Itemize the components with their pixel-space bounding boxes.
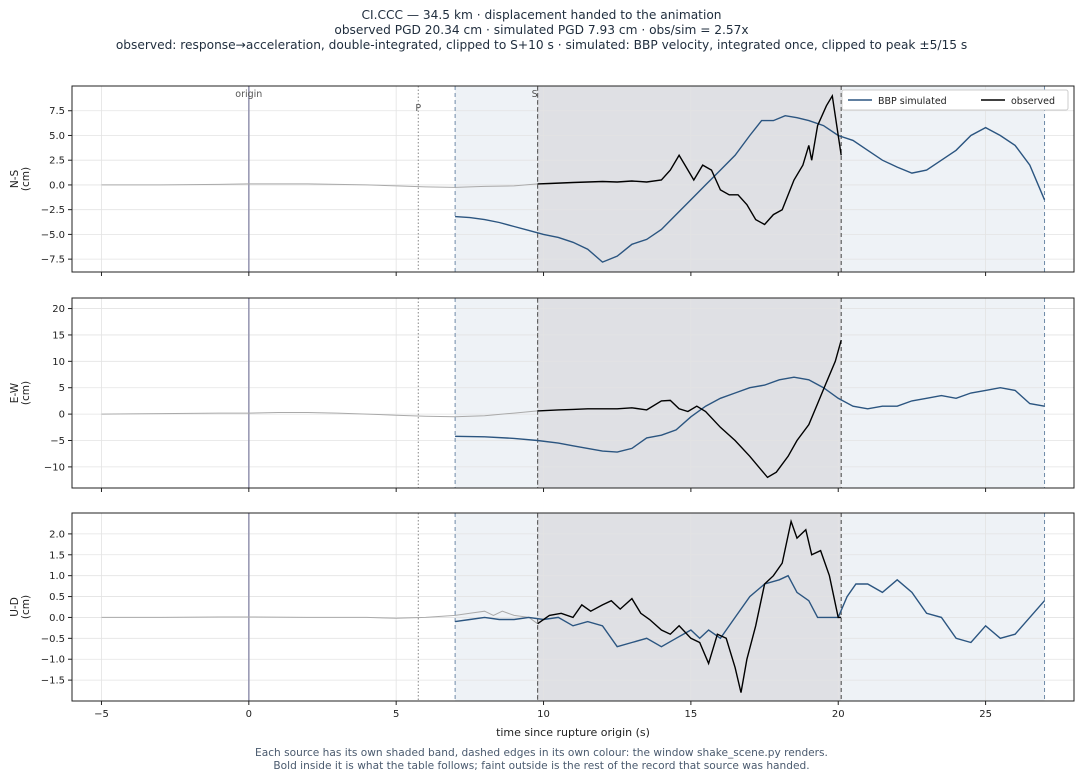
observed-line [537, 518, 842, 693]
y-axis-label: U-D(cm) [9, 595, 32, 619]
legend: BBP simulated observed [841, 89, 1069, 111]
panel-frame [71, 512, 1075, 702]
legend-label-observed: observed [1011, 96, 1055, 107]
y-axis-label: N-S(cm) [9, 167, 32, 191]
y-tick-label: −5 [50, 436, 65, 447]
y-axis-label-line: E-W [9, 382, 21, 403]
panel-2: −10 −5 0 5 10 15 20 E-W(cm) [9, 297, 1075, 492]
y-tick-label: 0 [59, 410, 65, 421]
y-tick-label: 15 [52, 330, 65, 341]
observed-line [537, 93, 842, 226]
y-tick-label: −1.5 [41, 676, 65, 687]
origin-marker-label: origin [235, 89, 262, 100]
observed-window-band [537, 86, 842, 272]
y-tick-label: 1.0 [49, 571, 65, 582]
panel-3: −1.5 −1.0 −0.5 0.0 0.5 1.0 1.5 2.0 −5 0 5 10 15 20 25 U… [9, 512, 1075, 720]
y-tick-label: 5.0 [49, 131, 65, 142]
y-tick-label: −1.0 [41, 655, 65, 666]
title-line-1: CI.CCC — 34.5 km · displacement handed t… [361, 8, 722, 22]
y-tick-label: 20 [52, 304, 65, 315]
y-tick-label: 0.0 [49, 613, 65, 624]
x-tick-label: 10 [537, 709, 550, 720]
panel-frame [71, 297, 1075, 489]
panel-frame [71, 85, 1075, 273]
observed-faint-line [101, 183, 538, 188]
x-tick-label: −5 [94, 709, 109, 720]
x-tick-label: 15 [685, 709, 698, 720]
y-tick-label: −7.5 [41, 255, 65, 266]
y-axis-label-line: U-D [9, 597, 21, 617]
y-tick-label: 2.5 [49, 156, 65, 167]
y-tick-label: 1.5 [49, 550, 65, 561]
footnote-line-2: Bold inside it is what the table follows… [273, 760, 810, 772]
chart-title: CI.CCC — 34.5 km · displacement handed t… [0, 8, 1083, 53]
y-tick-label: 0.5 [49, 592, 65, 603]
y-tick-label: 2.0 [49, 529, 65, 540]
y-axis-label-line: (cm) [20, 167, 32, 191]
y-tick-label: 5 [59, 383, 65, 394]
legend-label-simulated: BBP simulated [878, 96, 947, 107]
chart-footnote: Each source has its own shaded band, das… [0, 747, 1083, 773]
legend-box [841, 89, 1069, 111]
title-line-2: observed PGD 20.34 cm · simulated PGD 7.… [334, 23, 749, 37]
y-tick-label: −10 [44, 462, 65, 473]
p-marker-label: P [415, 103, 421, 114]
observed-line [537, 340, 842, 479]
x-tick-label: 0 [246, 709, 252, 720]
observed-window-band [537, 513, 842, 701]
x-tick-label: 5 [393, 709, 399, 720]
y-axis-label-line: N-S [9, 170, 21, 189]
observed-faint-line [101, 410, 538, 418]
y-tick-label: −0.5 [41, 634, 65, 645]
panel-1: origin P S −7.5 −5.0 −2.5 0.0 2.5 5.0 7.5 N-S(cm) B… [9, 85, 1075, 276]
x-axis-label: time since rupture origin (s) [496, 726, 650, 739]
observed-window-band [537, 298, 842, 488]
simulated-line [455, 376, 1045, 453]
y-axis-label-line: (cm) [20, 595, 32, 619]
footnote-line-1: Each source has its own shaded band, das… [255, 747, 828, 759]
y-tick-label: −2.5 [41, 205, 65, 216]
y-tick-label: 10 [52, 357, 65, 368]
title-line-3: observed: response→acceleration, double-… [115, 38, 968, 52]
observed-faint-line [101, 610, 538, 625]
y-axis-label-line: (cm) [20, 381, 32, 405]
x-tick-label: 20 [832, 709, 845, 720]
x-tick-label: 25 [979, 709, 992, 720]
y-tick-label: 0.0 [49, 180, 65, 191]
s-marker-label: S [532, 89, 538, 100]
y-tick-label: 7.5 [49, 106, 65, 117]
simulated-line [455, 114, 1046, 263]
y-tick-label: −5.0 [41, 230, 65, 241]
y-axis-label: E-W(cm) [9, 381, 32, 405]
